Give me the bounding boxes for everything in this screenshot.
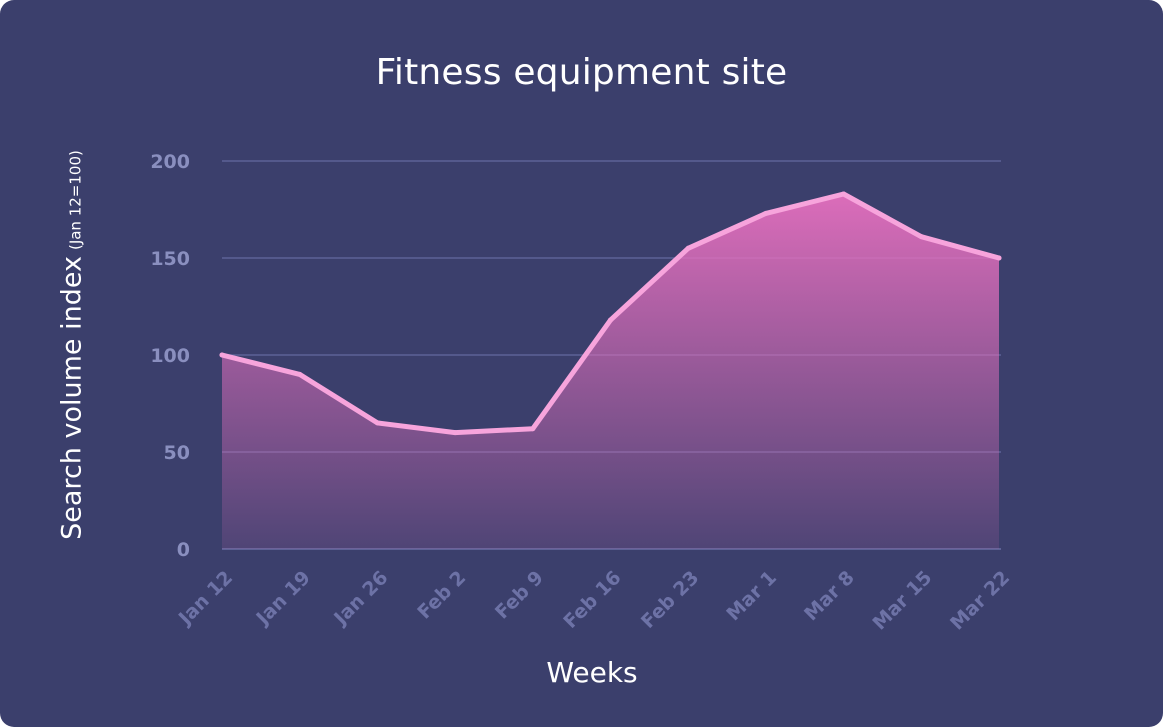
x-tick-labels: Jan 12 Jan 19 Jan 26 Feb 2 Feb 9 Feb 16 Feb 23…: [173, 567, 1014, 635]
data-point: [452, 430, 458, 436]
y-tick-label: 50: [164, 442, 190, 464]
x-tick-label: Jan 12: [173, 567, 237, 631]
x-tick-label: Mar 22: [946, 567, 1014, 635]
x-tick-label: Mar 15: [868, 567, 936, 635]
x-tick-label: Mar 8: [800, 567, 859, 626]
y-tick-labels: 0 50 100 150 200: [150, 151, 190, 561]
data-point: [841, 191, 847, 197]
x-tick-label: Jan 19: [251, 567, 315, 631]
y-tick-label: 150: [150, 248, 190, 270]
data-point: [996, 255, 1002, 261]
x-tick-label: Feb 9: [491, 567, 548, 624]
series-points: [219, 191, 1002, 436]
data-point: [685, 245, 691, 251]
data-point: [763, 210, 769, 216]
x-tick-label: Jan 26: [329, 567, 393, 631]
x-tick-label: Feb 2: [413, 567, 470, 624]
data-point: [530, 426, 536, 432]
x-tick-label: Feb 16: [559, 567, 625, 633]
chart-title: Fitness equipment site: [375, 52, 788, 93]
x-tick-label: Feb 23: [637, 567, 703, 633]
y-tick-label: 0: [177, 539, 190, 561]
data-point: [374, 420, 380, 426]
data-point: [918, 234, 924, 240]
x-axis-title: Weeks: [546, 656, 638, 689]
y-tick-label: 100: [150, 345, 190, 367]
data-point: [297, 371, 303, 377]
x-tick-label: Mar 1: [722, 567, 781, 626]
data-point: [608, 317, 613, 323]
data-point: [219, 352, 225, 358]
y-tick-label: 200: [150, 151, 190, 173]
series-area: [222, 194, 999, 549]
